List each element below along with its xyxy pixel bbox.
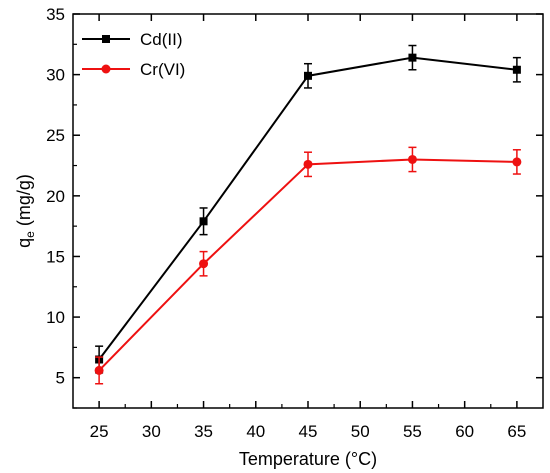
y-tick-label: 20 — [46, 187, 65, 206]
x-tick-label: 60 — [455, 422, 474, 441]
y-axis-title-main: q — [14, 238, 34, 248]
data-point — [407, 154, 417, 164]
y-tick-label: 10 — [46, 308, 65, 327]
series-line — [98, 56, 518, 361]
y-tick-label: 35 — [46, 5, 65, 24]
y-tick-label: 30 — [46, 66, 65, 85]
y-axis-title: qe (mg/g) — [14, 174, 37, 248]
axis-ticks: 25 30 35 40 45 50 55 60 65 5 10 15 20 25 30 35 — [46, 5, 543, 441]
data-point — [199, 217, 208, 226]
data-point — [512, 65, 521, 74]
y-axis-title-unit: (mg/g) — [14, 174, 34, 231]
data-point — [94, 365, 104, 375]
legend-marker — [102, 35, 110, 43]
x-tick-label: 45 — [299, 422, 318, 441]
legend-item: Cd(II) — [82, 30, 183, 49]
y-axis-title-subscript: e — [23, 231, 37, 238]
series-layer — [94, 44, 522, 385]
data-point — [303, 159, 313, 169]
x-tick-label: 30 — [142, 422, 161, 441]
y-tick-label: 25 — [46, 126, 65, 145]
x-tick-label: 25 — [90, 422, 109, 441]
series-1 — [94, 146, 522, 385]
legend-label: Cd(II) — [140, 30, 183, 49]
y-tick-label: 15 — [46, 247, 65, 266]
x-tick-label: 65 — [507, 422, 526, 441]
series-line — [98, 158, 517, 372]
legend-label: Cr(VI) — [140, 60, 185, 79]
data-point — [199, 259, 209, 269]
x-tick-label: 50 — [351, 422, 370, 441]
x-tick-label: 55 — [403, 422, 422, 441]
x-axis-title: Temperature (°C) — [239, 449, 377, 469]
x-tick-label: 40 — [246, 422, 265, 441]
x-tick-label: 35 — [194, 422, 213, 441]
series-0 — [95, 44, 521, 374]
y-tick-label: 5 — [56, 369, 65, 388]
legend: Cd(II) Cr(VI) — [82, 30, 185, 79]
data-point — [304, 71, 312, 80]
data-point — [512, 157, 522, 167]
legend-marker — [101, 64, 111, 74]
legend-item: Cr(VI) — [82, 60, 185, 79]
data-point — [408, 53, 417, 62]
